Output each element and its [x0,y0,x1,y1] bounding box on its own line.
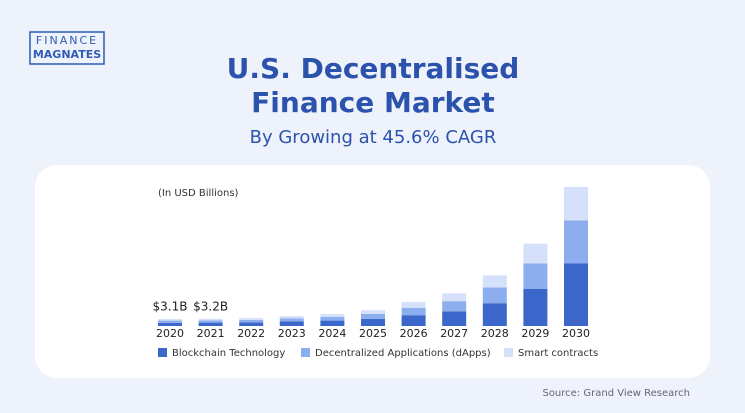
bar-segment [442,311,467,326]
x-tick-label: 2023 [278,327,306,340]
bar-segment [158,322,182,326]
legend-swatch [504,348,513,357]
legend-swatch [158,348,167,357]
legend-swatch [301,348,310,357]
bar-segment [361,313,385,319]
bar-segment [239,319,264,323]
x-tick-label: 2025 [359,327,387,340]
chart-subtitle: By Growing at 45.6% CAGR [250,127,497,148]
bar-segment [361,310,385,314]
bar-segment [239,322,264,326]
bar-segment [279,316,304,319]
x-tick-label: 2021 [197,327,225,340]
legend-label: Smart contracts [518,348,598,359]
chart-panel [35,165,710,378]
bar-segment [401,302,426,308]
bar-segment [523,243,548,264]
chart-title: U.S. Decentralised [227,52,520,85]
bar-segment [158,319,182,321]
value-label: $3.2B [193,299,228,313]
chart-title: Finance Market [251,86,495,119]
bar-segment [320,316,345,321]
x-tick-label: 2022 [237,327,265,340]
bar-segment [279,321,304,326]
x-tick-label: 2029 [521,327,549,340]
bar-segment [442,293,467,302]
x-tick-label: 2026 [400,327,428,340]
bar-segment [198,322,223,326]
bar-segment [320,320,345,326]
bar-segment [523,263,548,289]
bar-segment [564,187,588,221]
bar-segment [239,318,264,320]
value-label: $3.1B [153,300,188,314]
source: Source: Grand View Research [542,388,690,399]
plot: 2020 $3.1B 2021 $3.2B 2022 2023 2024 2025 2026 20… [153,187,598,359]
bar-segment [482,303,507,326]
legend-label: Decentralized Applications (dApps) [315,348,491,359]
bar-segment [482,287,507,304]
x-tick-label: 2028 [481,327,509,340]
bar-segment [442,301,467,312]
legend-label: Blockchain Technology [172,348,285,359]
logo-line: MAGNATES [33,48,101,61]
bar-segment [401,315,426,326]
x-tick-label: 2020 [156,327,184,340]
unit-note: (In USD Billions) [158,188,239,199]
bar-segment [198,320,223,323]
x-tick-label: 2027 [440,327,468,340]
bar-segment [564,263,588,326]
bar-segment [401,307,426,316]
bar-segment [564,220,588,264]
bar-segment [523,288,548,326]
logo-frame [29,31,105,65]
logo-line: FINANCE [36,34,98,47]
bar-segment [320,314,345,317]
bar-segment [158,320,182,323]
x-tick-label: 2030 [562,327,590,340]
bar-segment [482,275,507,288]
bar-segment [361,318,385,326]
bar-segment [198,318,223,321]
x-tick-label: 2024 [318,327,346,340]
bar-segment [279,318,304,322]
